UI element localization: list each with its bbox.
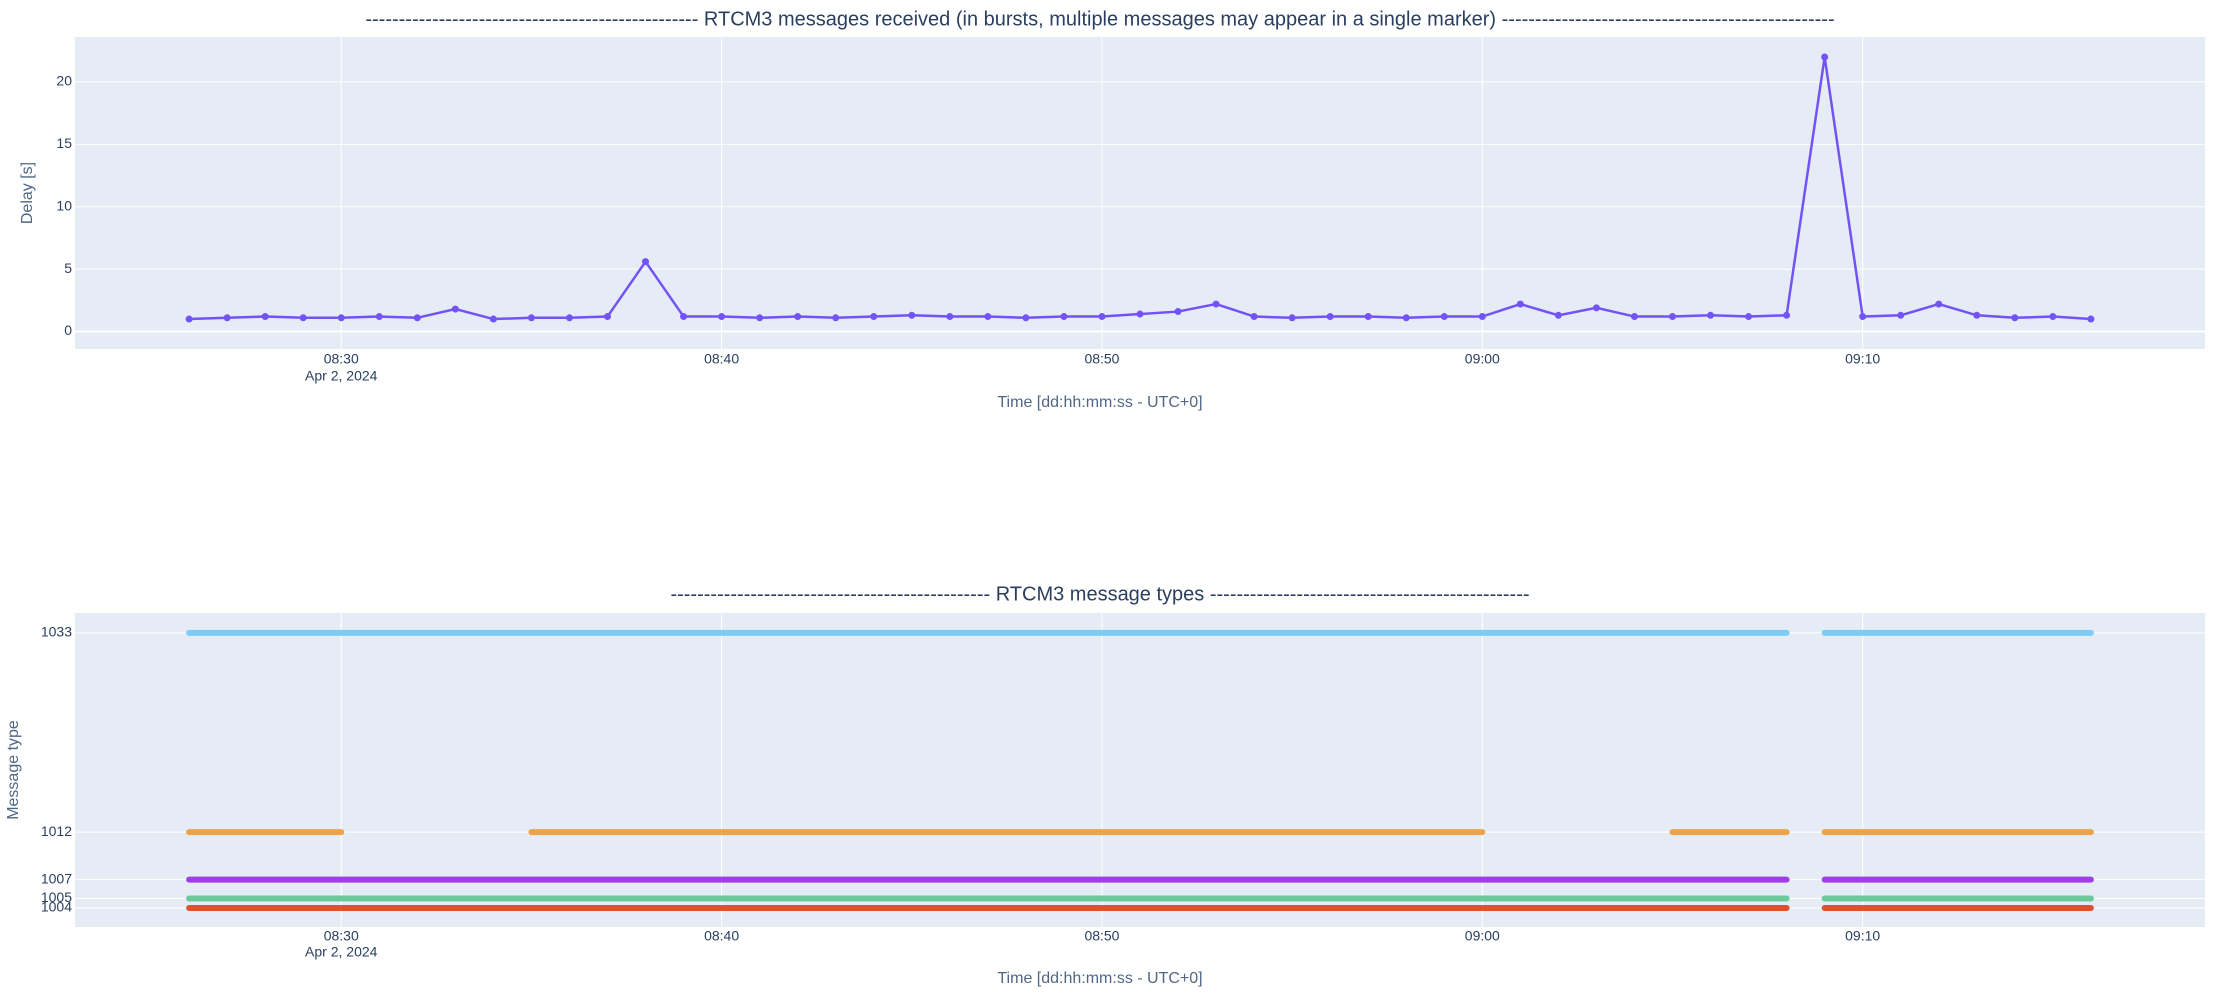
data-point	[223, 314, 231, 322]
data-point	[1516, 300, 1524, 308]
data-point	[1669, 313, 1676, 321]
y-axis-title: Delay [s]	[19, 162, 36, 224]
data-point	[1136, 310, 1144, 318]
x-tick-label: 08:40	[704, 351, 739, 367]
data-point	[1288, 314, 1296, 322]
data-point	[1060, 313, 1068, 321]
data-point	[2011, 314, 2019, 322]
x-tick-label: 08:30	[324, 928, 359, 944]
data-point	[1745, 313, 1753, 321]
data-point	[1098, 313, 1106, 321]
data-point	[1022, 314, 1030, 322]
plot-background	[75, 613, 2205, 927]
data-point	[1554, 311, 1562, 319]
data-point	[1402, 314, 1410, 322]
x-tick-date: Apr 2, 2024	[305, 944, 378, 960]
data-point	[756, 314, 764, 322]
data-point	[565, 314, 573, 322]
data-point	[984, 313, 992, 321]
x-tick-label: 08:50	[1084, 928, 1119, 944]
data-point	[794, 313, 802, 321]
y-axis-title: Message type	[5, 720, 22, 820]
data-point	[1364, 313, 1372, 321]
data-point	[1859, 313, 1867, 321]
data-point	[1897, 311, 1905, 319]
data-point	[1630, 313, 1638, 321]
data-point	[413, 314, 421, 322]
y-tick-label: 10	[56, 197, 72, 213]
data-point	[489, 315, 497, 323]
x-tick-label: 09:00	[1465, 928, 1500, 944]
x-tick-label: 08:40	[704, 928, 739, 944]
data-point	[527, 314, 535, 322]
data-point	[1174, 308, 1182, 316]
data-point	[2087, 315, 2095, 323]
data-point	[718, 313, 726, 321]
x-tick-label: 08:50	[1084, 351, 1119, 367]
data-point	[1250, 313, 1258, 321]
y-tick-label: 1012	[41, 823, 72, 839]
data-point	[2049, 313, 2057, 321]
y-tick-label: 15	[56, 135, 72, 151]
data-point	[185, 315, 193, 323]
chart-title: ----------------------------------------…	[670, 583, 1529, 605]
data-point	[1592, 304, 1600, 312]
data-point	[1821, 53, 1829, 61]
data-point	[337, 314, 345, 322]
data-point	[1326, 313, 1334, 321]
x-tick-label: 09:00	[1465, 351, 1500, 367]
x-tick-label: 09:10	[1845, 351, 1880, 367]
x-tick-date: Apr 2, 2024	[305, 368, 378, 384]
y-tick-label: 20	[56, 73, 72, 89]
data-point	[1707, 311, 1715, 319]
data-point	[832, 314, 840, 322]
data-point	[1478, 313, 1486, 321]
y-tick-label: 1007	[41, 870, 72, 886]
data-point	[1935, 300, 1943, 308]
data-point	[908, 311, 916, 319]
plot-background	[75, 37, 2205, 349]
y-tick-label: 0	[64, 322, 72, 338]
data-point	[451, 305, 459, 313]
y-tick-label: 1004	[41, 899, 72, 915]
x-tick-label: 09:10	[1845, 928, 1880, 944]
data-point	[870, 313, 878, 321]
y-tick-label: 5	[64, 260, 72, 276]
x-tick-label: 08:30	[324, 351, 359, 367]
chart-title: ----------------------------------------…	[365, 8, 1834, 30]
data-point	[680, 313, 688, 321]
data-point	[375, 313, 383, 321]
data-point	[299, 314, 307, 322]
data-point	[604, 313, 611, 321]
data-point	[1783, 311, 1791, 319]
data-point	[1440, 313, 1448, 321]
y-tick-label: 1005	[41, 889, 72, 905]
data-point	[1212, 300, 1220, 308]
data-point	[946, 313, 954, 321]
data-point	[261, 313, 269, 321]
y-tick-label: 1033	[41, 624, 72, 640]
data-point	[642, 258, 650, 266]
x-axis-title: Time [dd:hh:mm:ss - UTC+0]	[997, 394, 1202, 411]
data-point	[1973, 311, 1981, 319]
x-axis-title: Time [dd:hh:mm:ss - UTC+0]	[997, 970, 1202, 987]
